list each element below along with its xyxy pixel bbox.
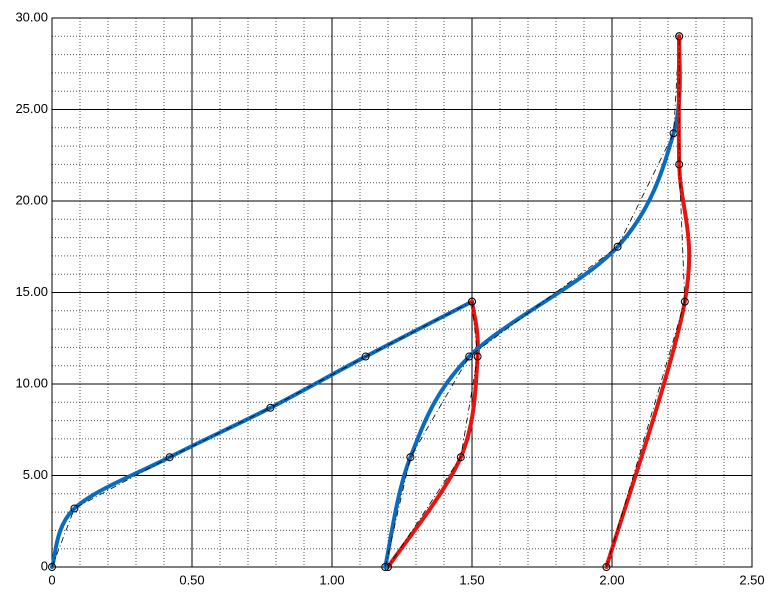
control-polygon [51,301,473,568]
curve [383,34,682,569]
control-point [602,563,611,571]
y-tick-label: 10.00 [15,375,48,390]
y-tick-label: 20.00 [15,192,48,207]
control-point [675,160,684,169]
curve [604,34,692,569]
control-point [473,352,482,361]
x-tick-label: 1.00 [319,572,344,587]
x-tick-label: 2.50 [739,572,764,587]
control-point [680,297,689,306]
x-tick-label: 0.50 [179,572,204,587]
control-polygon [387,301,479,568]
control-polygon [384,36,680,568]
control-point [361,352,370,361]
control-point [675,32,684,41]
x-tick-label: 1.50 [459,572,484,587]
control-point [48,563,56,571]
y-tick-label: 30.00 [15,9,48,24]
control-point [381,563,390,571]
control-point [465,352,474,361]
x-tick-label: 0 [48,572,55,587]
y-tick-label: 0 [41,558,48,573]
control-point [613,242,622,251]
control-point [468,297,476,306]
control-point [456,453,465,462]
x-tick-label: 2.00 [599,572,624,587]
control-point [266,403,275,412]
y-tick-label: 5.00 [23,467,48,482]
plot-frame [51,17,753,568]
curve [386,299,480,569]
y-tick-label: 25.00 [15,101,48,116]
control-point [165,453,174,462]
control-point [406,453,415,462]
control-point [70,504,79,513]
y-tick-label: 15.00 [15,284,48,299]
